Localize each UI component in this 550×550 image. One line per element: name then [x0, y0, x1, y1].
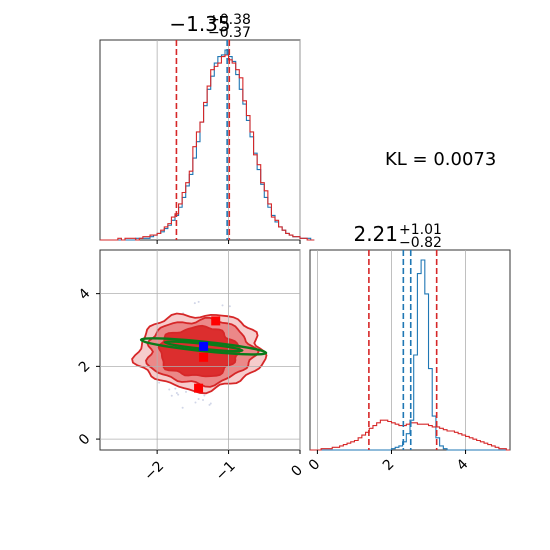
param1-minus: −0.37 — [208, 25, 251, 41]
param2-y-tick-label: 0 — [76, 431, 94, 449]
kl-label: KL = 0.0073 — [385, 149, 496, 170]
param2-y-tick-label: 2 — [76, 358, 94, 376]
joint-markers — [194, 316, 221, 393]
param1-median: −1.35 — [169, 12, 230, 36]
blue-square-marker — [199, 341, 209, 351]
joint-panel: −2 −1 0 0 2 4 — [76, 249, 306, 484]
param1-hist-blue — [100, 49, 315, 241]
scatter-point — [185, 390, 188, 393]
scatter-point — [193, 302, 196, 305]
scatter-point — [209, 402, 212, 405]
scatter-point — [202, 399, 205, 402]
param2-hist-blue — [310, 259, 510, 451]
scatter-point — [168, 388, 171, 391]
red-square-marker — [211, 316, 221, 326]
param2-x-tick-label: 0 — [306, 456, 324, 474]
scatter-point — [197, 300, 200, 303]
param2-x-tick-label: 2 — [380, 456, 398, 474]
marginal-param1-ticks — [156, 240, 301, 244]
scatter-point — [228, 305, 231, 308]
marginal-param2-ticks: 0 2 4 — [306, 450, 472, 474]
param2-x-tick-label: 4 — [454, 456, 472, 474]
param1-x-tick-label: −2 — [141, 458, 167, 484]
scatter-point — [203, 394, 206, 397]
marginal-param1-panel: −1.35 +0.38 −0.37 — [99, 12, 315, 244]
red-square-marker — [194, 383, 204, 393]
scatter-point — [158, 381, 161, 384]
param2-y-tick-label: 4 — [76, 285, 94, 303]
marginal-param1-histograms — [100, 49, 315, 241]
scatter-point — [208, 403, 211, 406]
scatter-point — [175, 392, 178, 395]
green-ellipse-outer — [139, 337, 268, 356]
scatter-point — [170, 394, 173, 397]
param2-plus: +1.01 — [399, 222, 442, 238]
scatter-point — [197, 397, 200, 400]
param1-x-tick-label: −1 — [213, 458, 239, 484]
marginal-param1-title: −1.35 — [169, 12, 230, 36]
red-square-marker — [199, 352, 209, 362]
scatter-point — [174, 387, 177, 390]
kl-annotation: KL = 0.0073 — [385, 149, 496, 170]
scatter-point — [177, 393, 180, 396]
marginal-param1-quantile-lines — [175, 40, 231, 240]
scatter-point — [194, 401, 197, 404]
scatter-point — [181, 406, 184, 409]
param1-hist-red — [100, 54, 315, 241]
param2-median: 2.21 — [353, 222, 398, 246]
param1-plus: +0.38 — [208, 12, 251, 28]
marginal-param2-panel: 0 2 4 2.21 +1.01 −0.82 — [306, 222, 511, 474]
marginal-param2-quantile-lines — [368, 250, 438, 450]
marginal-param2-grid — [317, 250, 466, 450]
param1-x-tick-label: 0 — [288, 462, 306, 480]
scatter-point — [221, 304, 224, 307]
param2-minus: −0.82 — [399, 235, 442, 251]
